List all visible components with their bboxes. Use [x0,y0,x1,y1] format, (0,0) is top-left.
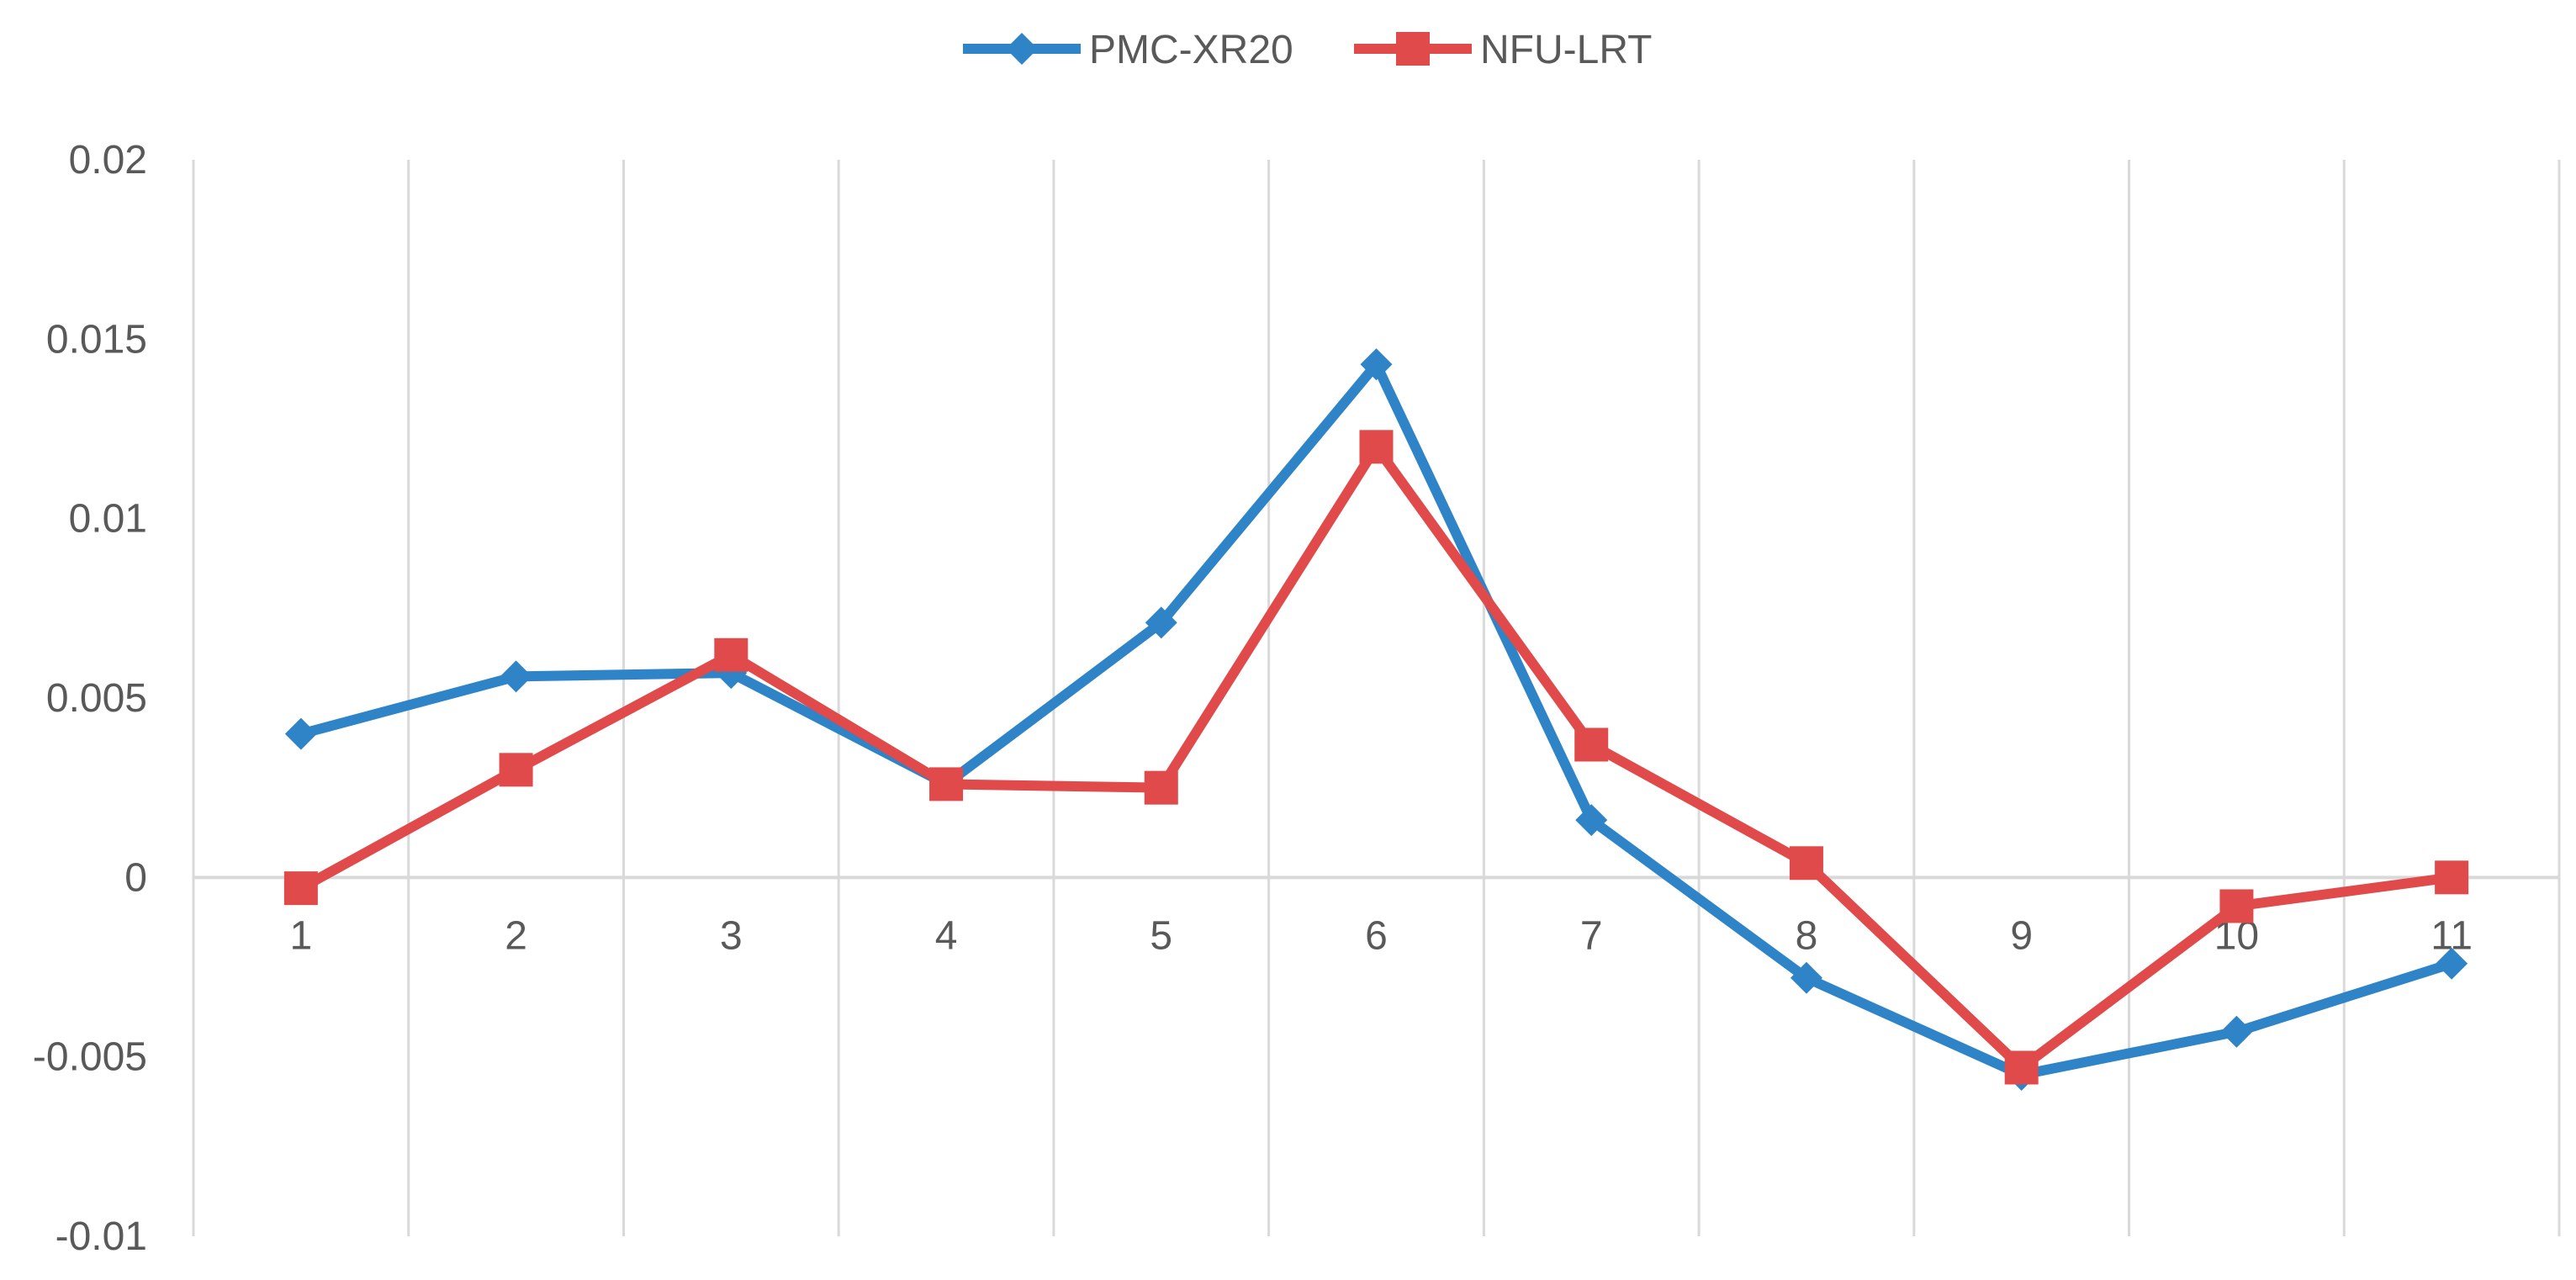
x-tick-label: 7 [1580,913,1603,958]
data-point-PMC-XR20 [1145,606,1177,639]
data-point-NFU-LRT [1789,846,1823,881]
gridlines [192,160,2561,1236]
legend: PMC-XR20 NFU-LRT [963,28,1652,72]
x-tick-label: 1 [290,913,313,958]
data-point-PMC-XR20 [1575,804,1608,837]
series-markers [283,348,2469,1091]
y-tick-label: 0.005 [46,676,147,721]
data-point-NFU-LRT [2219,889,2254,923]
legend-marker-PMC-XR20 [1006,33,1038,65]
x-tick-label: 2 [505,913,527,958]
data-point-NFU-LRT [1144,770,1178,805]
data-point-NFU-LRT [1359,430,1394,464]
x-tick-label: 8 [1796,913,1818,958]
legend-marker-NFU-LRT [1396,32,1430,66]
x-tick-label: 3 [720,913,743,958]
data-point-NFU-LRT [499,753,533,787]
data-point-PMC-XR20 [284,717,317,750]
x-tick-label: 6 [1365,913,1388,958]
data-point-NFU-LRT [714,637,748,672]
y-tick-label: 0.02 [69,138,147,182]
x-axis-tick-labels: 1 2 3 4 5 6 7 8 9 10 11 [290,913,2473,958]
x-tick-label: 5 [1150,913,1172,958]
data-point-PMC-XR20 [500,660,532,693]
x-tick-label: 4 [935,913,958,958]
data-point-PMC-XR20 [2220,1015,2253,1048]
data-point-NFU-LRT [283,871,318,906]
data-point-PMC-XR20 [2436,947,2468,980]
legend-label: NFU-LRT [1480,28,1652,72]
y-tick-label: -0.01 [56,1214,147,1259]
data-point-NFU-LRT [2435,860,2469,895]
y-axis-tick-labels: 0.02 0.015 0.01 0.005 0 -0.005 -0.01 [33,138,147,1259]
data-point-PMC-XR20 [1790,961,1822,994]
data-point-NFU-LRT [2004,1050,2039,1085]
y-tick-label: 0 [124,855,147,900]
data-point-NFU-LRT [929,767,964,801]
legend-label: PMC-XR20 [1089,28,1293,72]
y-tick-label: 0.015 [46,317,147,362]
data-point-PMC-XR20 [1360,348,1393,381]
data-point-NFU-LRT [1574,727,1609,762]
x-tick-label: 9 [2010,913,2033,958]
y-tick-label: -0.005 [33,1035,147,1080]
y-tick-label: 0.01 [69,497,147,542]
